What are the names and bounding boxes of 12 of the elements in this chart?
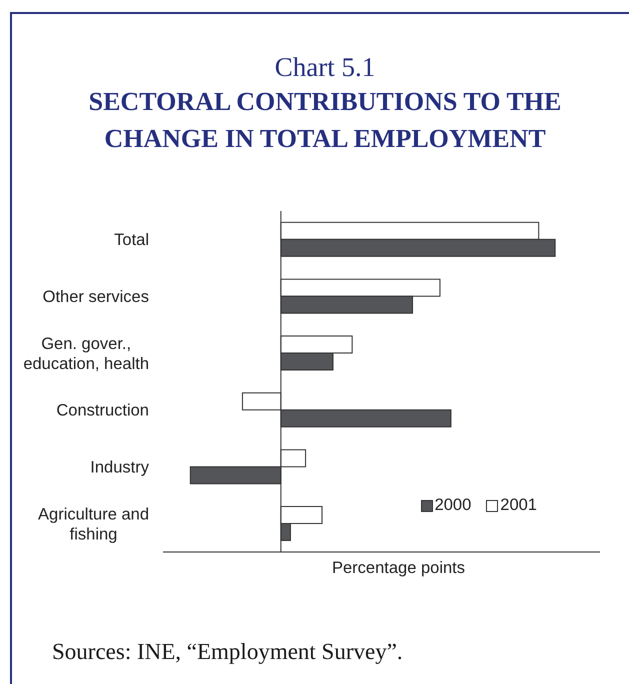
source-note: Sources: INE, “Employment Survey”.	[52, 639, 403, 665]
y-tick-label: Agriculture and fishing	[38, 505, 149, 544]
legend-label: 2000	[434, 496, 472, 515]
y-tick-label: Industry	[90, 458, 150, 477]
y-tick-label: Construction	[56, 402, 150, 420]
y-tick-label: Total	[114, 231, 150, 250]
chart-subtitle: SECTORAL CONTRIBUTIONS TO THE CHANGE IN TOTAL EMPLOYMENT	[88, 86, 562, 155]
y-tick-label: Gen. gover., education, health	[23, 334, 149, 373]
x-axis-title: Percentage points	[332, 559, 466, 577]
y-tick-label: Other services	[42, 288, 150, 306]
legend-label: 2001	[500, 496, 537, 515]
chart-title: Chart 5.1	[274, 52, 376, 82]
